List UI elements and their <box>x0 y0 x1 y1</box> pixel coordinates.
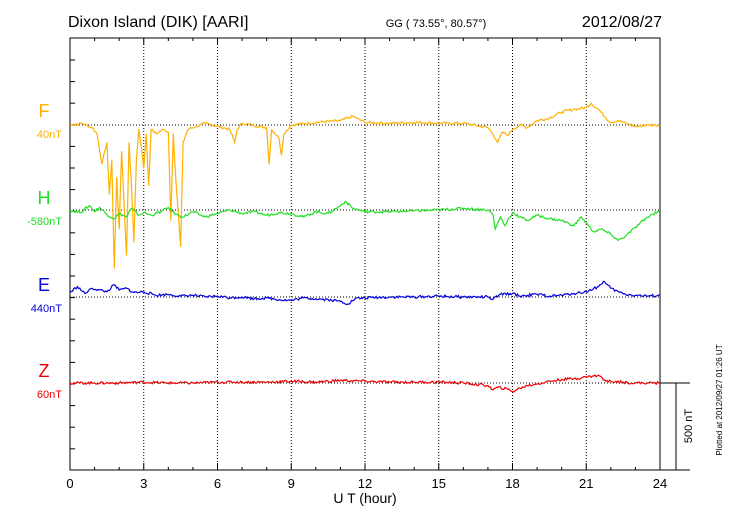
x-tick-label-0: 0 <box>66 476 73 491</box>
x-tick-label-9: 9 <box>288 476 295 491</box>
x-axis: 0 3 6 9 12 15 18 21 24 <box>66 38 667 491</box>
series-name-F: F <box>39 101 50 121</box>
series-line-F <box>69 102 661 269</box>
x-tick-label-6: 6 <box>214 476 221 491</box>
series-baseline-Z: 60nT <box>37 389 62 401</box>
x-axis-label: U T (hour) <box>333 490 396 506</box>
series-line-Z <box>69 374 660 393</box>
coords-label: GG ( 73.55°, 80.57°) <box>386 18 487 30</box>
series-name-H: H <box>38 188 51 208</box>
series-baseline-E: 440nT <box>31 303 62 315</box>
series-line-H <box>69 200 661 242</box>
series-line-E <box>69 280 661 306</box>
x-tick-label-15: 15 <box>432 476 446 491</box>
x-tick-label-18: 18 <box>505 476 519 491</box>
series-baseline-H: -580nT <box>27 216 62 228</box>
series-name-E: E <box>38 275 50 295</box>
plotted-note: Plotted at 2012/09/27 01:26 UT <box>715 344 724 455</box>
x-tick-label-24: 24 <box>653 476 667 491</box>
chart-title: Dixon Island (DIK) [AARI] <box>68 14 249 31</box>
series-name-Z: Z <box>39 361 50 381</box>
scale-bar-label: 500 nT <box>683 409 695 444</box>
x-tick-label-12: 12 <box>358 476 372 491</box>
x-tick-label-3: 3 <box>140 476 147 491</box>
date-label: 2012/08/27 <box>582 14 662 31</box>
grid <box>70 38 660 470</box>
series-baseline-F: 40nT <box>37 129 62 141</box>
x-tick-label-21: 21 <box>579 476 593 491</box>
series-lines <box>69 102 661 393</box>
series-labels: F 40nT H -580nT E 440nT Z 60nT <box>27 101 62 401</box>
